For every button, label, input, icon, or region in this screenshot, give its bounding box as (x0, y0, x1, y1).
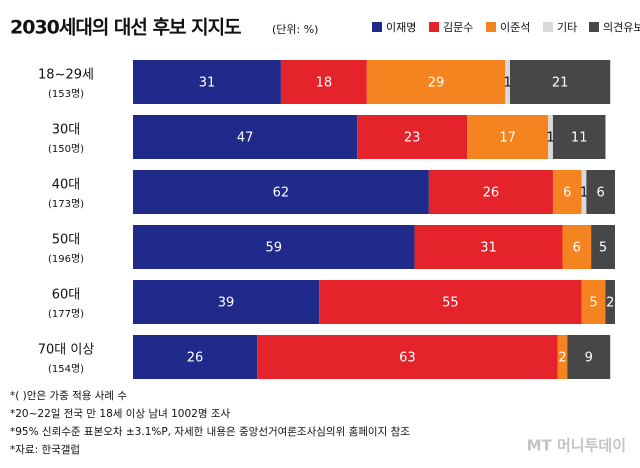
value-label: 1 (503, 76, 511, 91)
category-label: 70대 이상 (38, 343, 95, 358)
value-label: 55 (442, 296, 459, 311)
category-label: 50대 (52, 233, 81, 248)
bar-segment (366, 60, 506, 104)
category-count: (154명) (48, 363, 84, 375)
value-label: 6 (597, 186, 605, 201)
legend-swatch (589, 22, 599, 32)
bar-segment (428, 170, 553, 214)
bar-segment (548, 115, 553, 159)
note: *자료: 한국갤럽 (10, 443, 80, 456)
value-label: 17 (499, 131, 516, 146)
bar-segment (133, 115, 358, 159)
bar-segment (581, 170, 587, 214)
value-label: 6 (563, 186, 571, 201)
category-count: (150명) (48, 143, 84, 155)
bar-segment (257, 335, 558, 379)
bar-segment (605, 280, 615, 324)
bar-segment (562, 225, 592, 269)
chart-title: 2030세대의 대선 후보 지지도 (10, 17, 241, 39)
legend-swatch (372, 22, 382, 32)
category-count: (153명) (48, 88, 84, 100)
legend-label: 의견유보 (603, 21, 640, 34)
value-label: 31 (199, 76, 216, 91)
bar-segment (133, 280, 320, 324)
bar-segment (586, 170, 615, 214)
bar-segment (467, 115, 549, 159)
value-label: 2 (606, 296, 614, 311)
value-label: 5 (599, 241, 607, 256)
note: *( )안은 가중 적용 사례 수 (10, 390, 127, 402)
category-count: (177명) (48, 308, 84, 320)
value-label: 31 (480, 241, 497, 256)
bar-segment (133, 225, 415, 269)
value-label: 62 (273, 186, 290, 201)
value-label: 11 (571, 131, 588, 146)
legend-label: 기타 (557, 21, 577, 34)
category-label: 40대 (52, 178, 81, 193)
bar-segment (552, 115, 606, 159)
value-label: 26 (187, 351, 204, 366)
value-label: 18 (316, 76, 333, 91)
bar-segment (319, 280, 582, 324)
bar-segment (591, 225, 615, 269)
bar-segment (133, 60, 281, 104)
category-label: 18~29세 (38, 68, 94, 83)
value-label: 23 (404, 131, 421, 146)
bar-segment (510, 60, 611, 104)
bar-segment (557, 335, 568, 379)
value-label: 2 (558, 351, 566, 366)
legend-label: 이재명 (386, 21, 416, 34)
legend-label: 이준석 (500, 21, 530, 34)
bar-segment (280, 60, 367, 104)
value-label: 63 (399, 351, 416, 366)
note: *95% 신뢰수준 표본오차 ±3.1%P, 자세한 내용은 중앙선거여론조사심… (10, 425, 410, 438)
value-label: 39 (218, 296, 235, 311)
bar-segment (581, 280, 606, 324)
value-label: 29 (428, 76, 445, 91)
value-label: 1 (546, 131, 554, 146)
bar-segment (552, 170, 582, 214)
bar-segment (567, 335, 611, 379)
legend-swatch (429, 22, 439, 32)
chart-subtitle: (단위: %) (272, 23, 318, 36)
bar-segment (133, 335, 258, 379)
note: *20~22일 전국 만 18세 이상 남녀 1002명 조사 (10, 407, 230, 420)
value-label: 26 (483, 186, 500, 201)
legend-swatch (543, 22, 553, 32)
category-count: (196명) (48, 253, 84, 265)
value-label: 6 (573, 241, 581, 256)
category-label: 30대 (52, 123, 81, 138)
legend-swatch (486, 22, 496, 32)
value-label: 9 (585, 351, 593, 366)
value-label: 1 (580, 186, 588, 201)
watermark: MT 머니투데이 (527, 437, 626, 455)
value-label: 5 (589, 296, 597, 311)
legend-label: 김문수 (443, 21, 473, 34)
category-count: (173명) (48, 198, 84, 210)
value-label: 59 (266, 241, 283, 256)
bar-segment (505, 60, 511, 104)
value-label: 21 (552, 76, 569, 91)
bar-segment (414, 225, 563, 269)
category-label: 60대 (52, 288, 81, 303)
bar-segment (133, 170, 429, 214)
bar-segment (357, 115, 468, 159)
value-label: 47 (237, 131, 254, 146)
